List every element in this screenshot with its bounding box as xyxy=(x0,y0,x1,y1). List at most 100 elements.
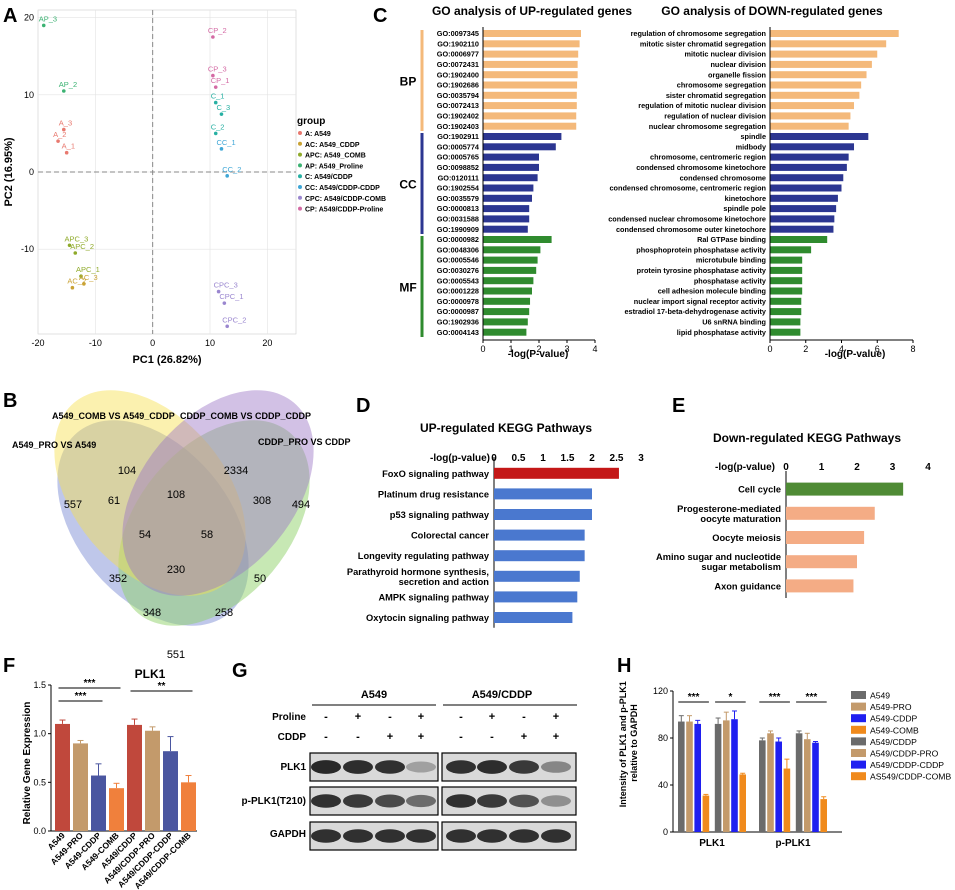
plk1-bar xyxy=(73,743,88,831)
wb-band xyxy=(541,795,571,807)
go-bar xyxy=(483,297,531,305)
go-term-label: nuclear chromosome segregation xyxy=(649,122,766,131)
wb-treatment-mark: - xyxy=(459,711,463,723)
pca-point-label: AP_2 xyxy=(59,80,77,89)
go-term-label: GO:1902110 xyxy=(437,39,479,48)
go-x-tick-label: 0 xyxy=(480,344,485,354)
go-bar xyxy=(483,328,527,336)
wb-treatment-mark: - xyxy=(324,731,328,743)
go-bar xyxy=(483,40,580,48)
plk1-y-tick-label: 1.5 xyxy=(33,680,46,690)
h-x-tick-label: p-PLK1 xyxy=(776,838,811,849)
venn-value: 54 xyxy=(139,529,151,541)
kegg-pathway-label: Amino sugar and nucleotide xyxy=(656,552,781,562)
pca-point-label: A_1 xyxy=(62,142,75,151)
wb-band xyxy=(406,829,436,843)
go-term-label: GO:1902400 xyxy=(437,70,479,79)
kegg-up-title: UP-regulated KEGG Pathways xyxy=(420,421,592,435)
kegg-bar xyxy=(494,591,578,603)
pca-x-tick-label: -10 xyxy=(89,338,102,348)
kegg-down-panel: Down-regulated KEGG Pathways -log(p-valu… xyxy=(656,431,931,598)
pca-point-label: CP_2 xyxy=(208,26,227,35)
go-term-label: kinetochore xyxy=(725,194,766,203)
go-bar xyxy=(483,215,530,223)
go-term-label: GO:1902402 xyxy=(437,112,479,121)
kegg-bar xyxy=(494,488,592,500)
venn-value: 50 xyxy=(254,573,266,585)
pca-legend-swatch xyxy=(298,195,302,200)
go-group-label: BP xyxy=(400,75,417,89)
wb-treatment-mark: - xyxy=(356,731,360,743)
go-term-label: nuclear import signal receptor activity xyxy=(634,297,767,306)
plk1-chart-title: PLK1 xyxy=(135,667,166,681)
kegg-bar xyxy=(494,612,573,623)
go-term-label: GO:0005543 xyxy=(437,276,479,285)
venn-set-label-2: A549_COMB VS A549_CDDP xyxy=(52,411,175,421)
go-bar xyxy=(770,297,802,305)
wb-bands xyxy=(309,752,577,851)
pca-point-label: A_2 xyxy=(53,130,66,139)
h-bar xyxy=(739,774,746,832)
go-term-label: GO:0072431 xyxy=(437,60,479,69)
venn-set-2 xyxy=(54,390,246,596)
go-x-tick-label: 3 xyxy=(564,344,569,354)
go-bar xyxy=(770,246,812,254)
wb-treatment-mark: + xyxy=(418,711,424,723)
kegg-pathway-label: Platinum drug resistance xyxy=(378,489,489,499)
go-down-title: GO analysis of DOWN-regulated genes xyxy=(661,4,883,18)
wb-band xyxy=(541,829,571,843)
kegg-pathway-label: p53 signaling pathway xyxy=(390,510,490,520)
h-significance-label: *** xyxy=(806,692,818,703)
pca-point xyxy=(79,274,83,278)
h-legend-swatch xyxy=(851,760,866,769)
h-bar xyxy=(731,719,738,832)
h-bar xyxy=(686,721,693,832)
go-bar xyxy=(770,122,849,130)
go-term-label: phosphoprotein phosphatase activity xyxy=(636,245,767,254)
go-bar xyxy=(483,133,562,140)
h-y-axis-label-line2: relative to GAPDH xyxy=(629,704,639,782)
wb-row-label-cddp: CDDP xyxy=(278,732,307,743)
wb-treatment-mark: + xyxy=(418,731,424,743)
pca-point xyxy=(213,131,218,136)
pca-point xyxy=(225,324,229,329)
go-down-x-axis-label: -log(P-value) xyxy=(825,349,886,360)
kegg-pathway-label: Cell cycle xyxy=(738,485,781,495)
pca-point xyxy=(222,301,227,305)
go-bar xyxy=(483,194,532,202)
h-legend-item: A549-COMB xyxy=(870,725,919,735)
pca-point-label: APC_3 xyxy=(65,234,89,243)
venn-value: 557 xyxy=(64,499,82,511)
pca-point xyxy=(41,23,46,28)
kegg-down-bars: 0 1 2 3 4 Cell cycle Progesterone-mediatedoocy… xyxy=(656,462,931,598)
panel-label-b: B xyxy=(3,390,17,412)
go-term-label: GO:1990909 xyxy=(437,225,479,234)
go-term-label: spindle xyxy=(740,132,766,141)
h-bar xyxy=(714,723,722,832)
venn-set-label-4: CDDP_PRO VS CDDP xyxy=(258,437,351,447)
go-bar xyxy=(483,184,534,192)
go-term-label: GO:1902936 xyxy=(437,318,479,327)
kegg-pathway-label: AMPK signaling pathway xyxy=(378,592,489,602)
go-bar xyxy=(770,30,899,37)
go-up-title: GO analysis of UP-regulated genes xyxy=(432,4,632,18)
plk1-significance-label: ** xyxy=(158,681,166,692)
go-bar xyxy=(770,143,855,151)
pca-point-label: CC_2 xyxy=(222,165,241,174)
h-significance-label: *** xyxy=(688,692,700,703)
go-term-label: Ral GTPase binding xyxy=(697,235,766,244)
go-bar xyxy=(770,153,849,161)
wb-treatment-mark: - xyxy=(522,711,526,723)
pca-point xyxy=(225,174,229,178)
pca-legend-swatch xyxy=(298,141,302,146)
pca-x-tick-label: 20 xyxy=(262,338,272,348)
kegg-pathway-label: FoxO signaling pathway xyxy=(382,469,490,479)
h-legend-swatch xyxy=(851,737,866,746)
go-term-label: GO:0001228 xyxy=(437,287,479,296)
venn-value: 258 xyxy=(215,607,233,619)
go-bar xyxy=(483,256,538,264)
go-bar xyxy=(483,236,552,243)
